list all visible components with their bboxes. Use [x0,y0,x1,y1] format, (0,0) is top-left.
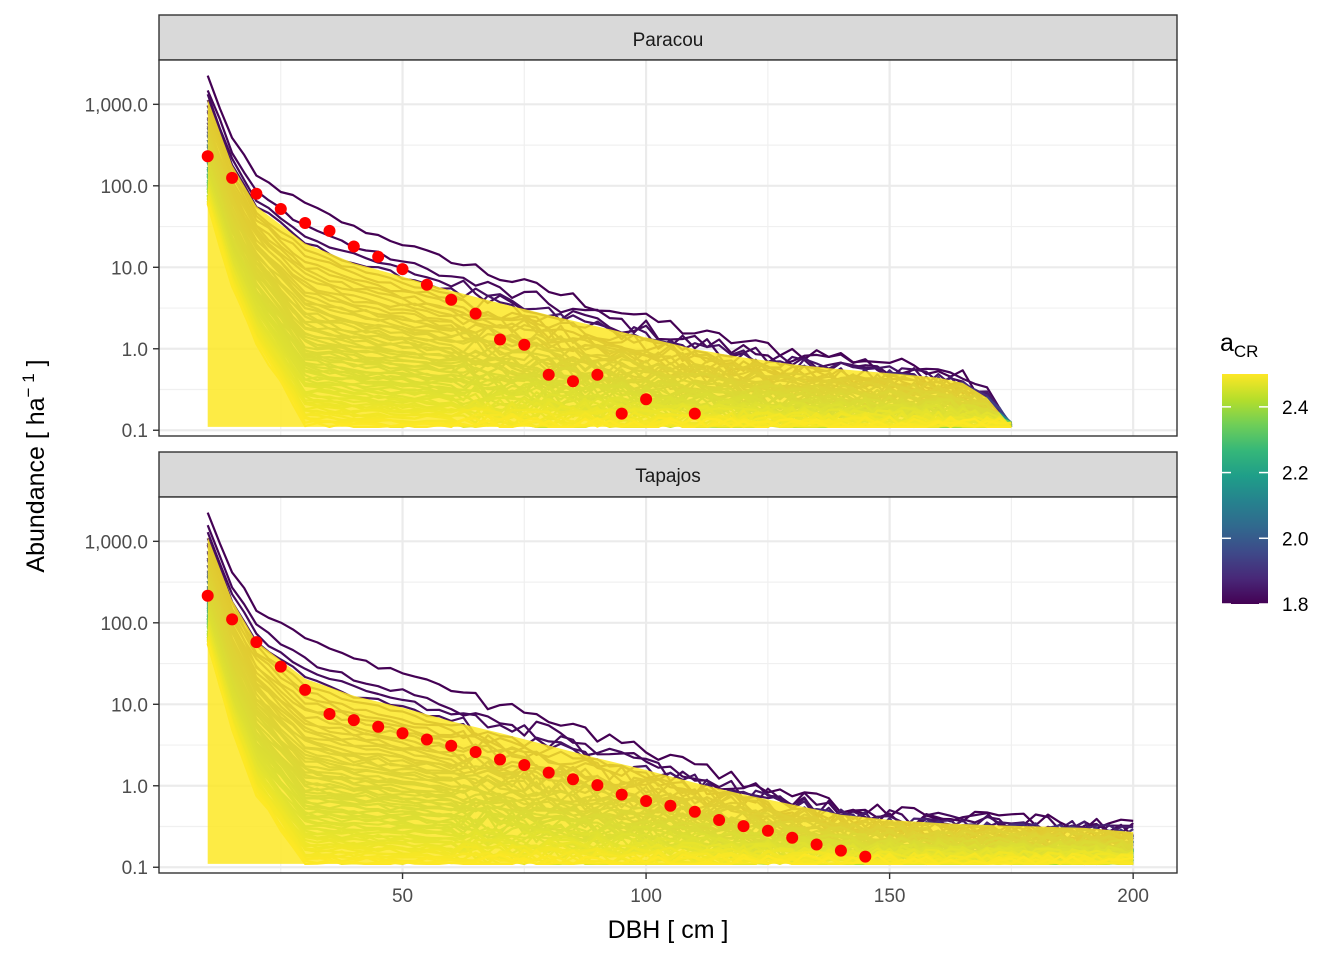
observed-point [859,850,872,863]
observed-point [250,187,263,200]
legend-colorbar [1222,374,1268,604]
observed-point [737,820,750,833]
observed-point [494,333,506,346]
y-tick-label: 1,000.0 [85,95,148,116]
y-tick-label: 10.0 [111,258,148,279]
observed-point [226,171,239,184]
legend-title: aCR [1220,329,1258,361]
y-axis-title: Abundance [ ha− 1 ] [19,359,50,572]
observed-point [494,753,506,766]
simulation-lines-paracou [206,75,1013,428]
observed-point [615,788,628,801]
observed-point [518,338,531,351]
panel-strip-paracou [158,14,1178,61]
y-tick-label: 100.0 [100,614,148,635]
observed-point [323,708,336,720]
legend-tick-label: 1.8 [1282,595,1308,616]
observed-point [761,824,774,837]
x-tick-label: 100 [630,886,662,907]
panel-border-paracou [158,59,1178,437]
observed-point [201,589,214,602]
observed-point [664,799,677,812]
observed-point [542,368,555,381]
observed-point [274,660,287,673]
observed-point [347,714,360,727]
observed-point [420,733,433,746]
observed-point [226,613,239,626]
panel-title-tapajos: Tapajos [635,466,701,487]
y-tick-label: 100.0 [100,177,148,198]
observed-point [834,844,847,857]
observed-point [518,759,531,771]
observed-point [396,263,409,276]
observed-point [299,683,312,696]
observed-point [713,814,726,826]
y-tick-label: 1.0 [122,340,148,361]
observed-point [469,746,482,758]
y-tick-label: 10.0 [111,695,148,716]
panel-title-paracou: Paracou [633,30,704,51]
observed-point [372,720,385,733]
observed-point [323,224,336,237]
x-tick-label: 150 [874,886,906,907]
observed-point [445,739,458,752]
panel-border-tapajos [158,496,1178,874]
simulation-line [206,524,1134,835]
y-axis-title-group: Abundance [ ha− 1 ] [19,359,50,572]
observed-point [591,368,604,381]
observed-point [347,240,360,253]
y-axis-title-close: ] [22,359,50,373]
observed-point [567,773,579,786]
y-axis-title-exponent: − 1 [19,373,38,397]
observed-point [615,407,628,420]
y-tick-label: 1.0 [122,777,148,798]
simulation-line [206,75,1013,428]
simulation-density-paracou [207,99,1012,427]
legend-tick-label: 2.0 [1282,529,1308,550]
simulation-density-tapajos [207,536,1134,864]
y-tick-label: 0.1 [122,421,148,442]
y-tick-label: 1,000.0 [85,532,148,553]
legend-title-sub: CR [1234,342,1259,361]
observed-point [250,636,263,649]
observed-point [810,838,823,851]
observed-point [396,727,409,740]
color-legend: aCR 1.8 2.0 2.2 2.4 [1220,329,1309,616]
observed-point [542,766,555,779]
observed-point [201,150,214,163]
legend-tick-label: 2.4 [1282,398,1309,419]
x-tick-label: 200 [1117,886,1149,907]
x-axis-title: DBH [ cm ] [608,916,729,944]
y-axis-title-main: Abundance [ ha [22,397,50,572]
panel-strip-tapajos [158,451,1178,498]
observed-point [445,293,458,306]
simulation-line [206,89,1013,428]
observed-point [420,278,433,291]
observed-point [688,805,701,818]
observed-point [786,831,799,844]
x-tick-label: 50 [392,886,413,907]
observed-point [640,393,653,406]
observed-point [274,203,287,215]
observed-point [469,307,482,320]
observed-point [372,250,385,263]
simulation-line [206,512,1134,830]
observed-point [640,795,653,807]
observed-point [299,217,312,229]
observed-point [591,779,604,792]
observed-point [567,375,579,388]
legend-title-main: a [1220,329,1234,357]
legend-tick-label: 2.2 [1282,464,1308,485]
observed-point [688,407,701,420]
y-tick-label: 0.1 [122,858,148,879]
